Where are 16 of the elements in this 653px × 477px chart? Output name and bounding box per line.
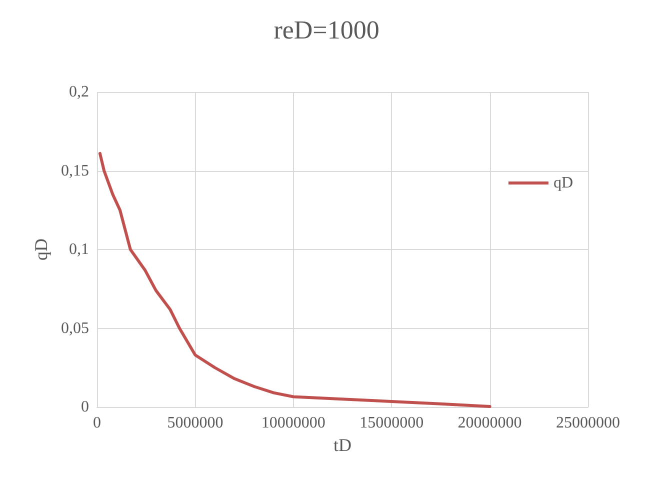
x-tick-label: 15000000 bbox=[360, 414, 424, 432]
x-tick-label: 5000000 bbox=[167, 414, 224, 432]
y-tick-label: 0,05 bbox=[61, 320, 89, 337]
x-tick-label: 25000000 bbox=[556, 414, 620, 432]
y-tick-label: 0,15 bbox=[61, 162, 89, 180]
legend-label: qD bbox=[553, 174, 574, 192]
x-tick-label: 20000000 bbox=[458, 414, 522, 432]
chart-title: reD=1000 bbox=[274, 16, 380, 44]
x-axis-title: tD bbox=[334, 434, 352, 455]
y-axis-title: qD bbox=[31, 238, 52, 260]
y-tick-label: 0,1 bbox=[69, 241, 89, 258]
y-tick-label: 0 bbox=[81, 398, 89, 416]
x-tick-label: 0 bbox=[93, 414, 101, 432]
line-series bbox=[98, 152, 492, 408]
y-tick-label: 0,2 bbox=[69, 84, 89, 100]
x-tick-label: 10000000 bbox=[261, 414, 326, 432]
